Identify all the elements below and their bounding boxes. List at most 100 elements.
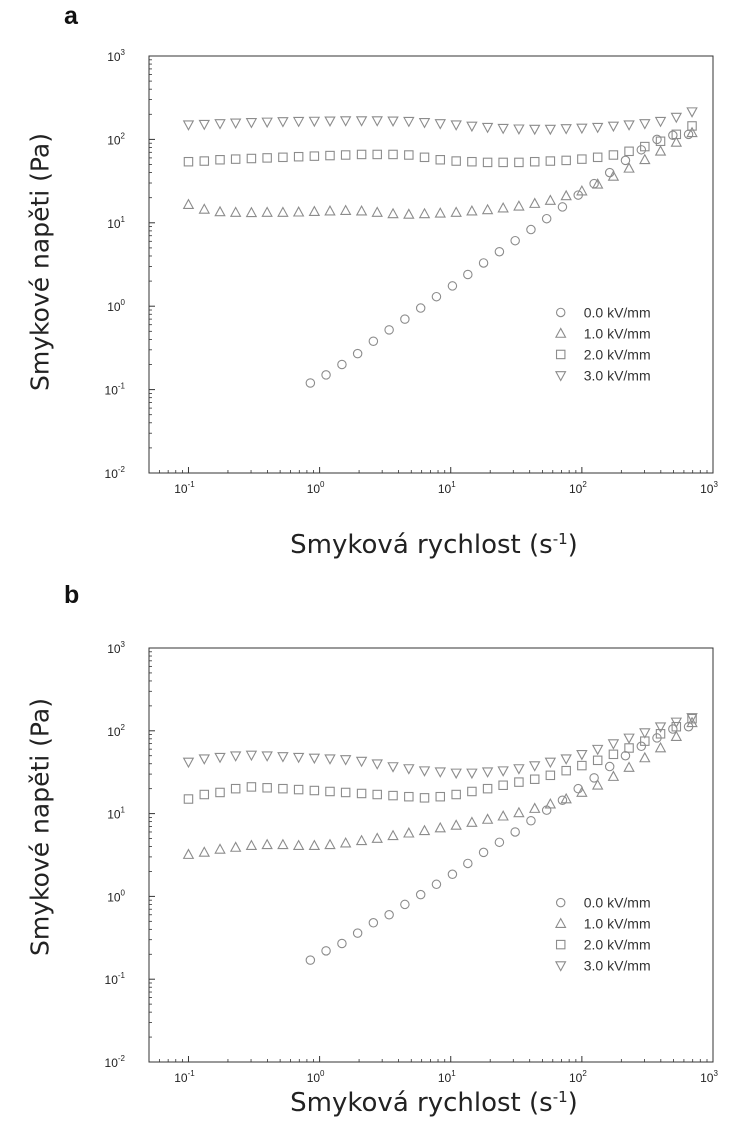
- data-point: [528, 802, 541, 813]
- data-point: [686, 126, 698, 138]
- data-point: [183, 794, 194, 804]
- x-axis-label-superscript: -1: [552, 1088, 568, 1106]
- data-point: [447, 281, 458, 291]
- series-circle: [305, 129, 694, 388]
- y-tick-label: 102: [107, 723, 125, 739]
- x-axis-label-main: Smyková rychlost (s: [290, 530, 553, 560]
- data-point: [497, 766, 509, 777]
- data-point: [481, 767, 494, 778]
- data-point: [293, 784, 304, 795]
- x-axis-label-end: ): [567, 1088, 578, 1118]
- plot-frame: [148, 55, 714, 474]
- data-point: [670, 112, 683, 124]
- data-point: [340, 787, 351, 798]
- data-point: [261, 751, 273, 762]
- data-point: [686, 713, 698, 724]
- data-point: [510, 827, 520, 837]
- y-tick-label: 103: [107, 640, 125, 656]
- x-tick-label: 102: [569, 480, 587, 496]
- data-point: [466, 768, 478, 780]
- data-point: [624, 743, 634, 753]
- data-point: [415, 303, 426, 313]
- x-tick-label: 103: [700, 480, 718, 496]
- x-tick-label: 103: [700, 1069, 718, 1085]
- data-point: [434, 767, 446, 778]
- data-point: [687, 121, 697, 131]
- data-point: [607, 739, 620, 750]
- data-point: [466, 121, 478, 133]
- data-point: [325, 786, 335, 797]
- data-point: [229, 841, 242, 852]
- data-point: [292, 839, 305, 851]
- data-point: [463, 269, 473, 280]
- data-point: [654, 722, 667, 733]
- data-point: [339, 116, 352, 127]
- x-axis-label-end: ): [567, 530, 578, 560]
- data-point: [466, 204, 478, 216]
- data-point: [403, 764, 415, 775]
- x-tick-label: 100: [307, 480, 325, 496]
- y-tick-label: 101: [107, 806, 125, 822]
- data-point: [576, 786, 588, 797]
- data-point: [671, 129, 682, 140]
- x-axis-label: Smyková rychlost (s-1): [290, 530, 578, 560]
- legend-entry: 0.0 kV/mm: [584, 304, 651, 320]
- data-point: [589, 773, 599, 783]
- data-point: [513, 124, 525, 135]
- data-point: [604, 761, 615, 772]
- panel-letter: a: [64, 2, 78, 30]
- data-point: [337, 359, 347, 370]
- data-point: [215, 155, 225, 165]
- data-point: [352, 928, 363, 938]
- data-point: [182, 848, 195, 859]
- data-point: [214, 752, 226, 764]
- data-point: [526, 815, 536, 826]
- data-point: [403, 827, 415, 838]
- data-point: [368, 918, 379, 928]
- data-point: [450, 819, 462, 830]
- data-point: [463, 858, 473, 869]
- y-tick-label: 10-2: [105, 465, 126, 481]
- data-point: [308, 205, 321, 217]
- data-point: [639, 119, 651, 130]
- data-point: [670, 717, 683, 729]
- data-point: [671, 721, 682, 732]
- data-point: [387, 116, 399, 127]
- data-point: [529, 774, 540, 784]
- data-point: [497, 810, 509, 821]
- data-point: [431, 291, 442, 302]
- y-axis-label: Smykové napěti (Pa): [25, 698, 55, 956]
- series-triangle-down: [182, 713, 698, 780]
- data-point: [482, 783, 493, 794]
- data-point: [246, 782, 257, 792]
- data-point: [560, 792, 572, 804]
- legend-entry: 0.0 kV/mm: [584, 895, 651, 911]
- data-point: [309, 785, 320, 796]
- data-point: [554, 327, 567, 338]
- data-point: [545, 156, 556, 166]
- data-point: [481, 203, 494, 215]
- x-tick-label: 101: [438, 480, 456, 496]
- data-point: [561, 155, 571, 166]
- data-point: [513, 806, 525, 818]
- y-tick-label: 102: [107, 131, 125, 147]
- data-point: [305, 955, 316, 965]
- data-point: [576, 749, 588, 761]
- data-point: [513, 200, 525, 211]
- data-point: [620, 155, 631, 166]
- y-tick-label: 100: [107, 888, 125, 904]
- data-point: [215, 787, 225, 798]
- data-point: [467, 156, 477, 167]
- y-tick-label: 10-1: [105, 971, 126, 987]
- data-point: [636, 741, 647, 752]
- data-point: [560, 754, 572, 765]
- x-axis-label-superscript: -1: [552, 530, 568, 548]
- data-point: [229, 206, 242, 217]
- data-point: [308, 116, 321, 128]
- data-point: [198, 119, 211, 131]
- y-tick-label: 10-2: [105, 1054, 126, 1070]
- data-point: [388, 790, 398, 801]
- data-point: [384, 325, 394, 335]
- data-point: [554, 961, 567, 972]
- data-point: [577, 154, 587, 164]
